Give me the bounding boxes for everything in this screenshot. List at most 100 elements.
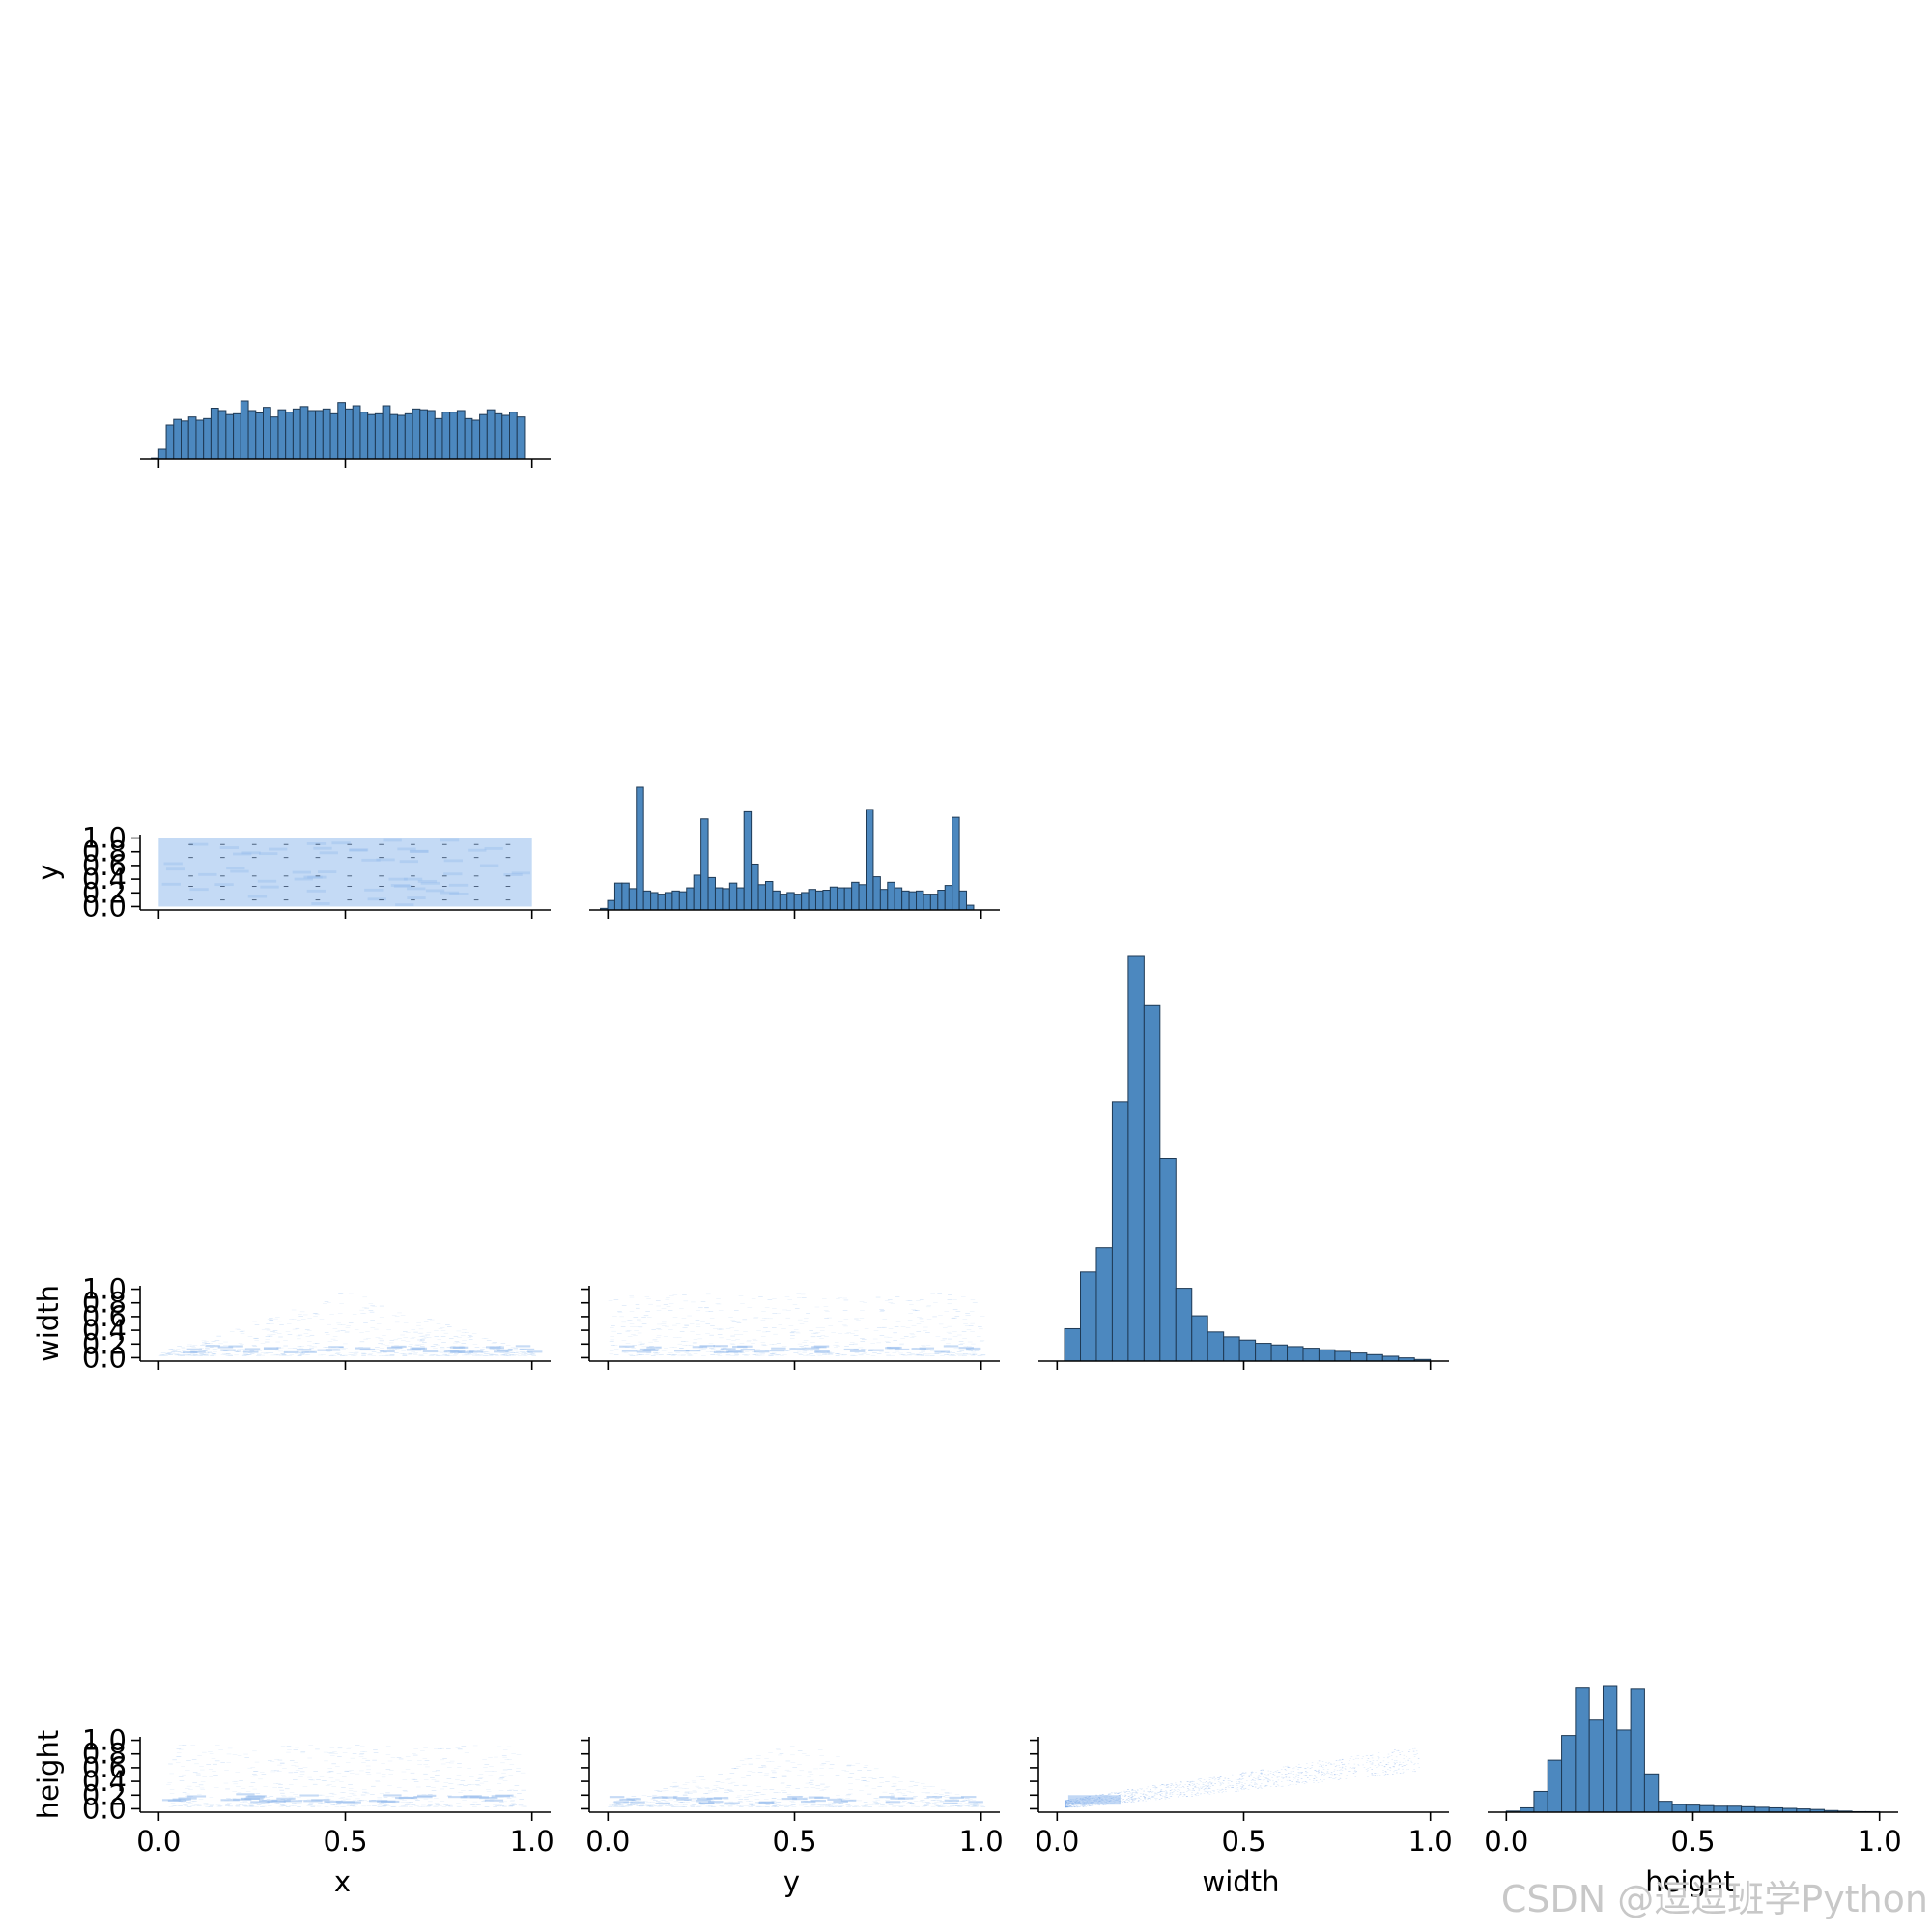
hist-bar xyxy=(657,894,666,911)
axes-x-height: 0.0 0.5 1.00.00.20.40.60.81.0 xyxy=(82,1724,554,1858)
hist-bar xyxy=(427,410,436,460)
hist-bar xyxy=(1143,1004,1161,1362)
heat-cell xyxy=(479,864,499,867)
heat-cell xyxy=(383,1794,402,1797)
heat-cell xyxy=(458,1350,473,1353)
heat-cell xyxy=(399,860,419,864)
heat-cell xyxy=(379,857,384,859)
heat-cell xyxy=(315,843,321,845)
heat-cell xyxy=(789,1348,805,1350)
heat-cell xyxy=(299,1794,319,1797)
hist-bar xyxy=(937,890,946,911)
heat-cell xyxy=(182,1350,198,1354)
heat-cell xyxy=(934,1350,950,1353)
heat-cell xyxy=(1067,1795,1121,1805)
heat-cell xyxy=(636,1350,652,1353)
hist-bar xyxy=(434,417,443,460)
heat-cell xyxy=(652,1796,668,1799)
x-axis-label: width xyxy=(1203,1865,1280,1898)
heat-cell xyxy=(515,1345,531,1348)
hist-bar xyxy=(1127,955,1145,1362)
heat-cell xyxy=(379,875,384,877)
heat-cell xyxy=(276,1797,296,1800)
heat-cell xyxy=(411,899,415,901)
hist-bar xyxy=(786,892,795,911)
x-axis-label: y xyxy=(783,1865,800,1898)
heat-cell xyxy=(497,1349,513,1351)
hist-bar xyxy=(1366,1353,1383,1362)
heat-cell xyxy=(163,862,183,866)
heat-cell xyxy=(411,857,415,859)
heat-cell xyxy=(303,875,323,879)
hist-bar xyxy=(707,876,716,911)
heat-cell xyxy=(771,1347,786,1350)
heat-cell xyxy=(328,1346,344,1349)
hist-bar xyxy=(751,863,759,911)
hist-bar xyxy=(858,884,867,911)
heat-cell xyxy=(894,1348,910,1350)
x-tick-label: 1.0 xyxy=(510,1825,554,1858)
hist-bar xyxy=(822,890,831,911)
x-tick-label: 0.5 xyxy=(1670,1825,1715,1858)
heat-cell xyxy=(804,1347,820,1350)
heat-cell xyxy=(283,843,289,845)
y-tick-label: 0.0 xyxy=(82,1341,127,1374)
heat-cell xyxy=(810,1800,826,1803)
heat-cell xyxy=(306,889,326,893)
heat-cell xyxy=(355,1347,371,1350)
heat-cell xyxy=(724,1802,740,1804)
heat-cell xyxy=(398,1796,418,1799)
hist-bar xyxy=(613,882,623,911)
heat-cell xyxy=(233,1798,252,1801)
heat-cell xyxy=(376,858,395,862)
hist-bar xyxy=(441,412,451,460)
hist-bar xyxy=(456,410,466,460)
bivariate-heatmaps xyxy=(158,838,1420,1808)
y-tick-label: 0.0 xyxy=(82,890,127,923)
hist-bar xyxy=(359,412,369,460)
heat-cell xyxy=(447,1796,468,1799)
hist-bar xyxy=(1547,1759,1563,1813)
heat-cell xyxy=(699,1802,715,1805)
heat-cell xyxy=(425,889,445,893)
x-tick-label: 0.0 xyxy=(585,1825,630,1858)
y-tick-label: 0.8 xyxy=(82,1287,127,1320)
heat-cell xyxy=(243,1350,259,1353)
hist-bar xyxy=(829,886,838,911)
heat-cell xyxy=(473,875,479,877)
heat-cell xyxy=(220,843,225,845)
heat-cell xyxy=(263,1348,279,1350)
x-axis-label: height xyxy=(1645,1865,1734,1898)
hist-bar xyxy=(851,881,860,911)
heat-cell xyxy=(943,1345,959,1348)
heat-cell xyxy=(311,1799,330,1802)
heat-cell xyxy=(699,1345,715,1348)
heat-cell xyxy=(448,883,469,887)
heat-cell xyxy=(220,899,225,901)
hist-bar xyxy=(1643,1773,1660,1813)
heat-cell xyxy=(526,1350,543,1353)
heat-cell xyxy=(613,1801,629,1804)
hist-bar xyxy=(1561,1735,1577,1813)
heat-cell xyxy=(713,1797,729,1800)
hist-bar xyxy=(471,419,481,460)
heat-cell xyxy=(833,1800,848,1803)
heat-cell xyxy=(732,1345,748,1349)
y-axis-label: width xyxy=(32,1285,65,1362)
hist-bar xyxy=(1223,1336,1240,1362)
hist-bar xyxy=(1255,1343,1272,1362)
hist-bar xyxy=(757,884,766,911)
heat-cell xyxy=(440,838,460,842)
heat-cell xyxy=(685,1350,701,1352)
heat-cell xyxy=(441,843,447,845)
hist-bar xyxy=(233,412,242,460)
hist-bar xyxy=(872,876,881,911)
heat-cell xyxy=(726,1350,742,1353)
hist-bar xyxy=(700,818,709,911)
hist-bar xyxy=(307,410,317,460)
heat-cell xyxy=(325,1349,341,1351)
hist-bar xyxy=(1318,1349,1336,1362)
heat-cell xyxy=(673,1350,690,1352)
hist-bar xyxy=(686,887,695,911)
